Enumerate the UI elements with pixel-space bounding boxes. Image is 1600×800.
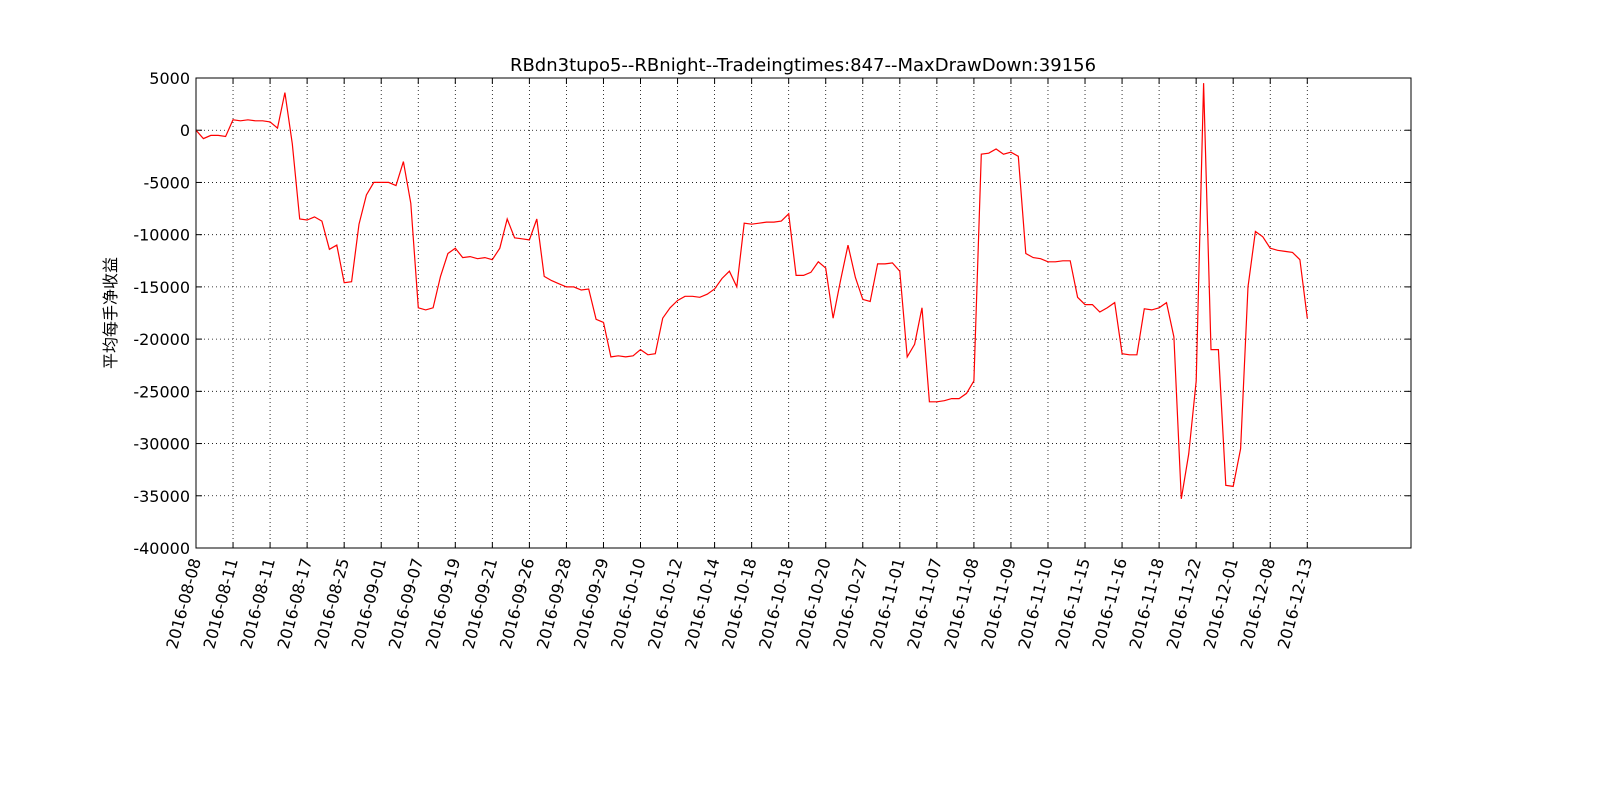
x-tick-label: 2016-11-10 <box>1014 556 1056 651</box>
x-tick-label: 2016-08-08 <box>162 556 204 651</box>
x-tick-label: 2016-10-27 <box>829 556 871 651</box>
plot-frame <box>195 77 1412 549</box>
x-tick-label: 2016-08-25 <box>311 556 353 651</box>
x-tick-label: 2016-11-15 <box>1051 556 1093 651</box>
x-tick-label: 2016-09-26 <box>496 556 538 651</box>
y-tick-label: -10000 <box>133 226 190 245</box>
line-series <box>195 83 1308 499</box>
x-tick-label: 2016-09-29 <box>570 556 612 651</box>
x-tick-label: 2016-10-20 <box>792 556 834 651</box>
y-axis-label: 平均每手净收益 <box>101 257 120 369</box>
x-tick-label: 2016-10-18 <box>755 556 797 651</box>
x-tick-label: 2016-11-08 <box>940 556 982 651</box>
x-tick-label: 2016-09-21 <box>459 556 501 651</box>
x-tick-label: 2016-10-10 <box>607 556 649 651</box>
x-tick-label: 2016-08-11 <box>237 556 279 651</box>
x-tick-label: 2016-11-18 <box>1126 556 1168 651</box>
y-tick-label: -25000 <box>133 382 190 401</box>
y-tick-label: -5000 <box>144 173 191 192</box>
x-tick-label: 2016-10-18 <box>718 556 760 651</box>
y-tick-label: -40000 <box>133 539 190 558</box>
x-tick-label: 2016-11-01 <box>866 556 908 651</box>
x-tick-label: 2016-11-22 <box>1163 556 1205 651</box>
y-tick-label: -15000 <box>133 278 190 297</box>
chart-title: RBdn3tupo5--RBnight--Tradeingtimes:847--… <box>510 55 1096 76</box>
y-tick-label: -30000 <box>133 435 190 454</box>
x-tick-label: 2016-11-16 <box>1089 556 1131 651</box>
x-tick-label: 2016-12-08 <box>1237 556 1279 651</box>
x-tick-label: 2016-09-28 <box>533 556 575 651</box>
x-tick-label: 2016-09-07 <box>385 556 427 651</box>
x-tick-label: 2016-10-12 <box>644 556 686 651</box>
y-tick-label: 0 <box>180 121 190 140</box>
x-tick-label: 2016-11-09 <box>977 556 1019 651</box>
x-tick-label: 2016-08-11 <box>199 556 241 651</box>
y-tick-label: -35000 <box>133 487 190 506</box>
x-tick-label: 2016-10-14 <box>681 556 723 651</box>
x-tick-label: 2016-09-19 <box>422 556 464 651</box>
x-tick-label: 2016-12-13 <box>1274 556 1316 651</box>
x-tick-label: 2016-11-07 <box>903 556 945 651</box>
y-tick-label: -20000 <box>133 330 190 349</box>
y-tick-label: 5000 <box>149 69 190 88</box>
x-tick-label: 2016-08-17 <box>274 556 316 651</box>
x-tick-label: 2016-12-01 <box>1200 556 1242 651</box>
x-tick-label: 2016-09-01 <box>348 556 390 651</box>
